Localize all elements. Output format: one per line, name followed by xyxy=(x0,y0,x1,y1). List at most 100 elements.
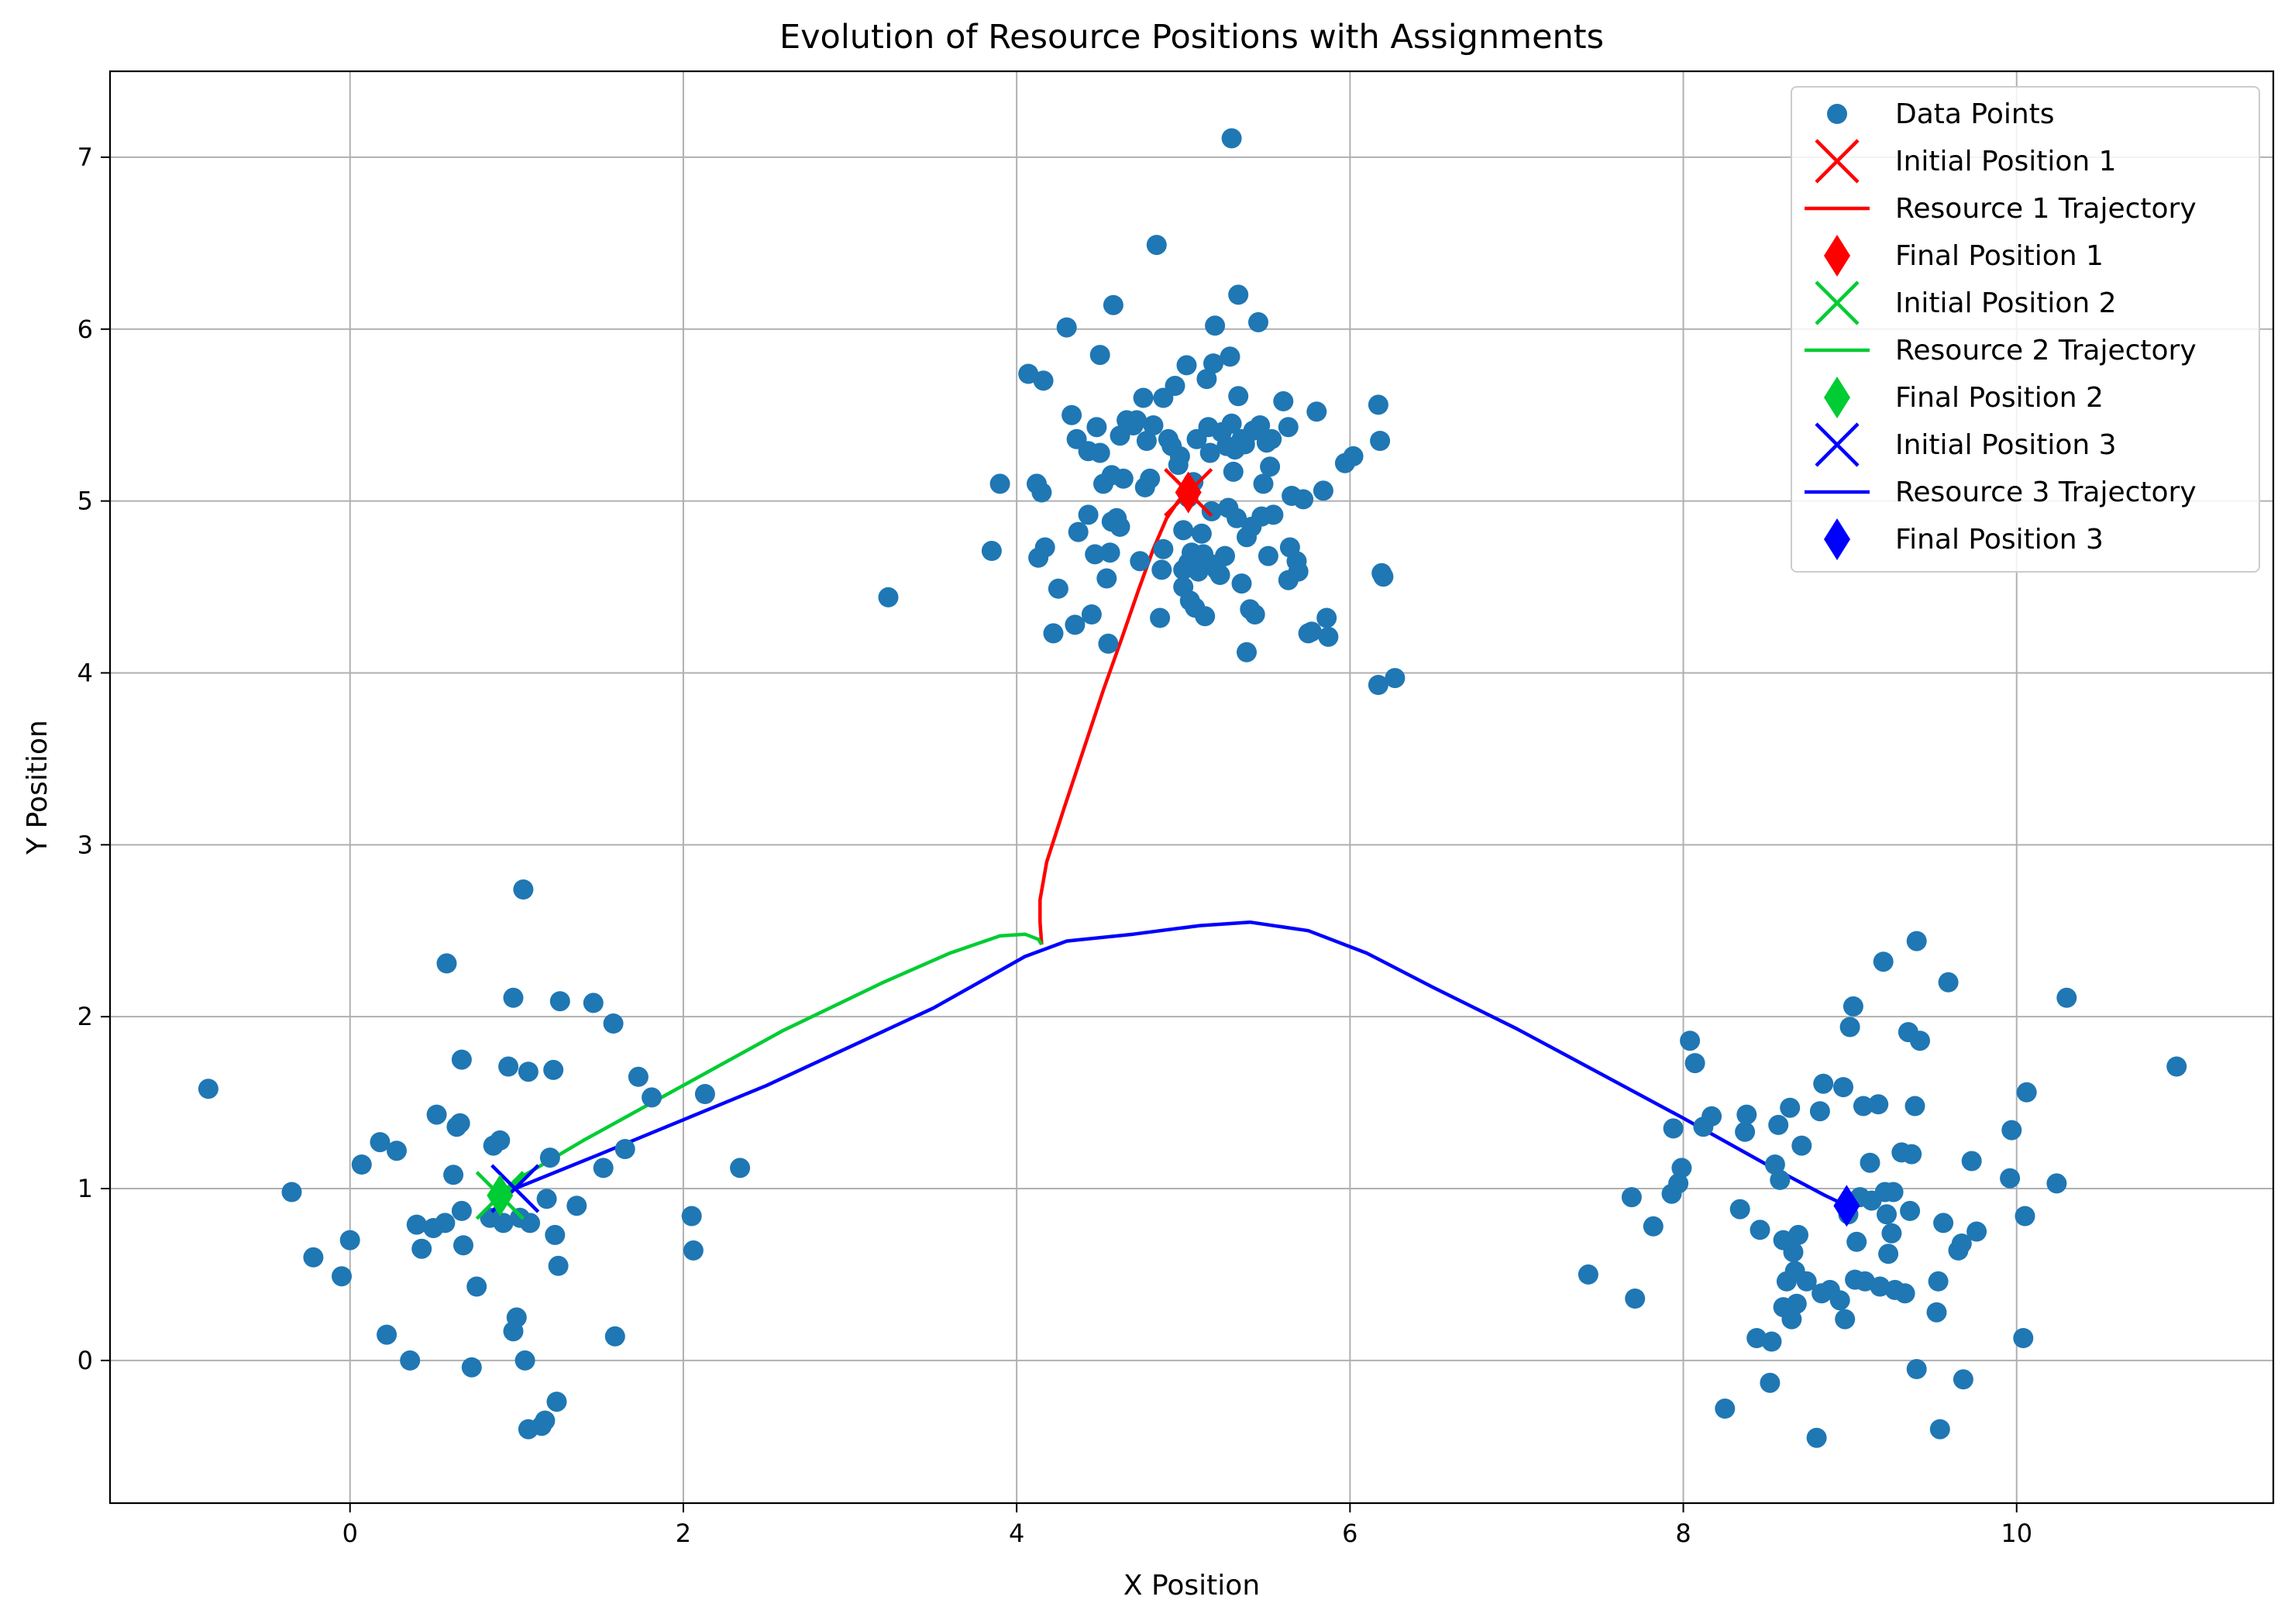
data-point xyxy=(1089,345,1110,366)
data-point xyxy=(1110,516,1130,537)
final-position-3 xyxy=(1833,1185,1860,1227)
data-point xyxy=(513,879,534,900)
data-point xyxy=(1966,1221,1987,1242)
data-point xyxy=(1813,1073,1834,1094)
data-point xyxy=(603,1013,624,1034)
data-point xyxy=(1316,607,1337,628)
data-point xyxy=(548,1255,569,1276)
legend-marker-x xyxy=(1815,422,1860,467)
x-tick-label: 6 xyxy=(1342,1519,1357,1548)
data-point xyxy=(1781,1309,1802,1330)
data-point xyxy=(1621,1187,1642,1208)
data-point xyxy=(604,1326,625,1347)
data-point xyxy=(536,1189,557,1209)
data-point xyxy=(1877,1204,1897,1225)
legend-marker-x xyxy=(1815,139,1860,184)
data-point xyxy=(1835,1309,1856,1330)
data-point xyxy=(426,1104,447,1125)
data-point xyxy=(1098,633,1119,654)
y-tick-label: 3 xyxy=(77,830,93,859)
data-point xyxy=(1056,317,1077,338)
y-tick-label: 0 xyxy=(77,1346,93,1375)
data-point xyxy=(1385,668,1406,689)
data-point xyxy=(642,1087,662,1108)
data-point xyxy=(1961,1151,1982,1172)
data-point xyxy=(1764,1154,1785,1175)
data-point xyxy=(303,1247,324,1268)
data-point xyxy=(1578,1264,1598,1285)
data-point xyxy=(443,1165,464,1185)
data-point xyxy=(1860,1152,1880,1173)
data-point xyxy=(1228,284,1249,305)
data-point xyxy=(1736,1104,1757,1125)
data-point xyxy=(1099,542,1120,563)
data-point xyxy=(1729,1199,1750,1220)
data-point xyxy=(1048,578,1068,599)
data-point xyxy=(1671,1158,1692,1178)
data-point xyxy=(1663,1118,1684,1139)
data-point xyxy=(387,1141,407,1161)
legend-label: Initial Position 3 xyxy=(1895,429,2117,461)
data-point xyxy=(1929,1419,1950,1440)
data-point xyxy=(1761,1331,1782,1352)
data-point xyxy=(628,1066,649,1087)
data-point xyxy=(1248,311,1268,332)
data-point xyxy=(1253,473,1274,494)
y-tick-label: 5 xyxy=(77,487,93,516)
data-point xyxy=(514,1350,535,1371)
data-point xyxy=(878,587,899,607)
data-point xyxy=(1293,489,1314,510)
data-point xyxy=(1780,1097,1801,1118)
data-point xyxy=(1031,482,1052,503)
data-point xyxy=(1288,561,1309,582)
legend-label: Resource 2 Trajectory xyxy=(1895,335,2197,366)
legend-marker-diamond xyxy=(1824,235,1850,277)
data-point xyxy=(370,1132,391,1153)
data-point xyxy=(1370,431,1391,451)
data-point xyxy=(1791,1135,1812,1156)
position-markers xyxy=(475,467,1860,1227)
data-point xyxy=(989,473,1010,494)
data-point xyxy=(1846,1231,1867,1252)
data-point xyxy=(449,1113,470,1134)
x-tick-label: 10 xyxy=(2001,1519,2032,1548)
data-point xyxy=(498,1056,519,1077)
y-tick-label: 4 xyxy=(77,658,93,687)
data-point xyxy=(1103,294,1123,315)
legend-marker-x xyxy=(1815,280,1860,325)
gridlines xyxy=(110,71,2273,1503)
data-point xyxy=(1250,415,1271,435)
data-point xyxy=(539,1147,560,1168)
data-point xyxy=(466,1276,487,1297)
data-point xyxy=(1133,387,1154,408)
legend-label: Resource 3 Trajectory xyxy=(1895,477,2197,508)
data-point xyxy=(1215,545,1235,566)
data-point xyxy=(1143,415,1164,435)
data-point xyxy=(593,1158,614,1178)
data-point xyxy=(1839,1017,1860,1037)
data-point xyxy=(1883,1182,1904,1203)
data-point xyxy=(436,953,457,974)
data-point xyxy=(1313,480,1333,501)
data-point xyxy=(1368,675,1388,695)
data-point xyxy=(1231,573,1252,594)
data-point xyxy=(2015,1206,2035,1227)
data-point xyxy=(1904,1096,1925,1116)
data-point xyxy=(1786,1293,1807,1314)
data-point xyxy=(451,1200,472,1221)
data-point xyxy=(1221,128,1242,149)
data-point xyxy=(1809,1101,1830,1122)
legend-box xyxy=(1791,86,2260,573)
data-point xyxy=(1227,508,1247,528)
legend-label: Final Position 2 xyxy=(1895,382,2104,414)
data-point xyxy=(411,1238,432,1259)
data-point xyxy=(1061,404,1082,425)
data-point xyxy=(1843,996,1863,1017)
data-point xyxy=(453,1235,473,1256)
data-point xyxy=(1368,394,1388,415)
data-point xyxy=(1203,353,1223,374)
data-point xyxy=(1928,1271,1949,1292)
data-point xyxy=(1668,1173,1689,1194)
data-point xyxy=(2013,1328,2034,1348)
data-point xyxy=(981,541,1002,561)
